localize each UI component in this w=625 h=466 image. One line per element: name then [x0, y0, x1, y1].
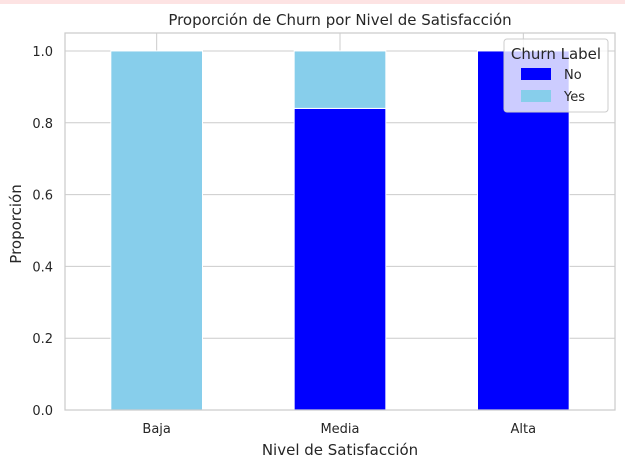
y-tick-label: 1.0 [32, 45, 53, 60]
bar-no-media [293, 107, 387, 411]
x-axis-ticks: Baja Media Alta [142, 422, 536, 437]
bar-yes-media [293, 50, 387, 109]
x-tick-label: Media [320, 422, 359, 437]
y-tick-label: 0.4 [32, 260, 53, 275]
y-tick-label: 0.8 [32, 117, 53, 132]
bars [110, 50, 570, 411]
legend-title: Churn Label [511, 45, 601, 63]
legend-items: No Yes [521, 68, 585, 105]
y-tick-label: 0.2 [32, 332, 53, 347]
legend-swatch-no [521, 68, 551, 80]
top-clipped-strip [0, 0, 625, 4]
x-tick-label: Baja [142, 422, 170, 437]
y-tick-label: 0.6 [32, 189, 53, 204]
legend-label-no: No [564, 68, 582, 83]
plot-frame [64, 32, 616, 411]
legend-label-yes: Yes [563, 90, 585, 105]
bar-yes-baja [110, 50, 203, 411]
x-axis-label: Nivel de Satisfacción [262, 441, 418, 459]
y-axis-label: Proporción [7, 184, 25, 263]
y-axis-ticks: 0.0 0.2 0.4 0.6 0.8 1.0 [32, 45, 53, 419]
x-tick-label: Alta [511, 422, 537, 437]
chart-title: Proporción de Churn por Nivel de Satisfa… [168, 11, 511, 29]
y-tick-label: 0.0 [32, 404, 53, 419]
legend-swatch-yes [521, 90, 551, 102]
legend: Churn Label No Yes [503, 38, 609, 113]
